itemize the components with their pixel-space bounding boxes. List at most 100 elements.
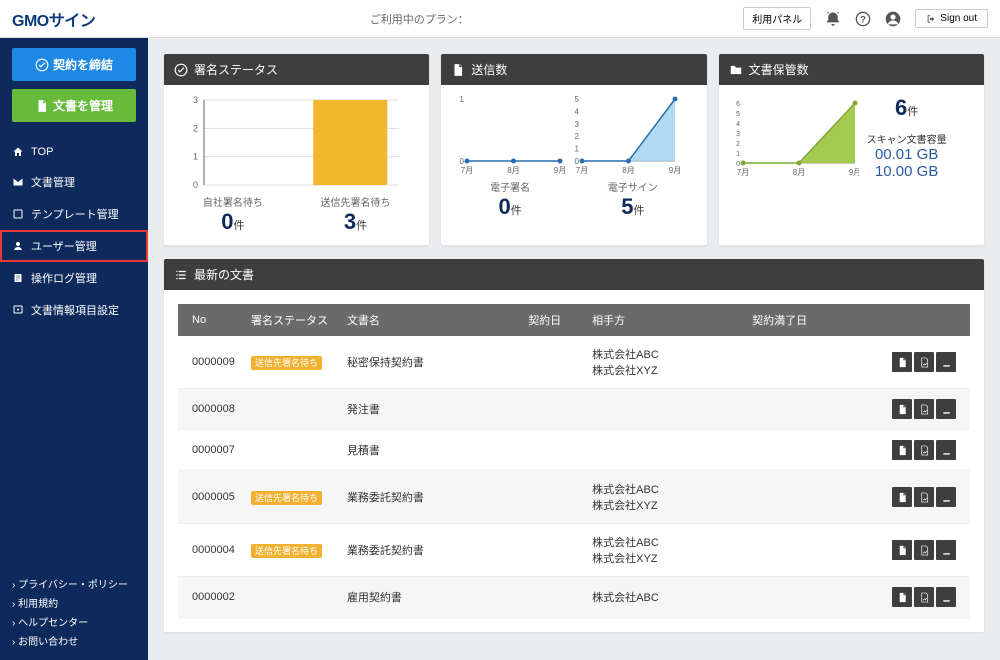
- cell-date: [522, 336, 586, 389]
- manage-docs-button[interactable]: 文書を管理: [12, 89, 136, 122]
- sidebar-item-home[interactable]: TOP: [0, 138, 148, 166]
- table-row: 0000004 送信先署名待ち 業務委託契約書 株式会社ABC株式会社XYZ: [178, 524, 970, 577]
- svg-text:0: 0: [460, 157, 465, 166]
- table-row: 0000009 送信先署名待ち 秘密保持契約書 株式会社ABC株式会社XYZ: [178, 336, 970, 389]
- footer-link[interactable]: › ヘルプセンター: [12, 612, 136, 631]
- stat-label: 自社署名待ち: [203, 194, 263, 209]
- sign-status-chart: 0123: [174, 95, 404, 190]
- sidebar-item-mail[interactable]: 文書管理: [0, 166, 148, 198]
- stat-label: 電子署名: [490, 179, 530, 194]
- cell-status: 送信先署名待ち: [245, 471, 341, 524]
- sidebar-nav: TOP 文書管理テンプレート管理ユーザー管理操作ログ管理文書情報項目設定: [0, 138, 148, 326]
- stat-num: 3: [344, 209, 356, 234]
- row-action-1[interactable]: [914, 440, 934, 460]
- store-gb1: GB: [917, 146, 939, 163]
- svg-text:3: 3: [575, 120, 580, 129]
- sidebar-item-settings[interactable]: 文書情報項目設定: [0, 294, 148, 326]
- svg-text:9月: 9月: [554, 166, 566, 175]
- svg-text:0: 0: [736, 161, 740, 168]
- stat-unit: 件: [633, 205, 644, 217]
- alarm-icon[interactable]: [825, 11, 841, 27]
- row-action-2[interactable]: [936, 440, 956, 460]
- svg-text:7月: 7月: [461, 166, 473, 175]
- row-action-2[interactable]: [936, 399, 956, 419]
- doc-icon: [451, 63, 465, 77]
- row-action-2[interactable]: [936, 352, 956, 372]
- svg-text:1: 1: [575, 145, 580, 154]
- svg-text:4: 4: [575, 107, 580, 116]
- row-action-0[interactable]: [892, 352, 912, 372]
- svg-text:9月: 9月: [669, 166, 681, 175]
- footer-link[interactable]: › お問い合わせ: [12, 631, 136, 650]
- sidebar-item-label: ユーザー管理: [31, 238, 97, 254]
- cell-date: [522, 471, 586, 524]
- row-action-0[interactable]: [892, 440, 912, 460]
- cell-party: 株式会社ABC株式会社XYZ: [586, 524, 746, 577]
- row-action-2[interactable]: [936, 587, 956, 607]
- row-action-1[interactable]: [914, 587, 934, 607]
- home-icon: [12, 146, 24, 158]
- row-action-1[interactable]: [914, 487, 934, 507]
- svg-text:5: 5: [575, 95, 580, 104]
- table-row: 0000008 発注書: [178, 389, 970, 430]
- table-header: 契約満了日: [746, 304, 874, 336]
- svg-text:2: 2: [575, 132, 580, 141]
- cell-name: 雇用契約書: [341, 577, 522, 618]
- cell-no: 0000007: [178, 430, 245, 471]
- store-chart: 65432107月8月9月: [729, 99, 859, 177]
- store-total: 10.00: [875, 163, 913, 180]
- store-title: 文書保管数: [749, 61, 809, 78]
- signout-icon: [926, 14, 936, 24]
- footer-link[interactable]: › プライバシー・ポリシー: [12, 574, 136, 593]
- status-badge: 送信先署名待ち: [251, 356, 322, 370]
- signout-button[interactable]: Sign out: [915, 9, 988, 28]
- sidebar-item-template[interactable]: テンプレート管理: [0, 198, 148, 230]
- help-icon[interactable]: ?: [855, 11, 871, 27]
- sidebar-item-log[interactable]: 操作ログ管理: [0, 262, 148, 294]
- signout-label: Sign out: [940, 13, 977, 24]
- row-action-2[interactable]: [936, 540, 956, 560]
- svg-text:8月: 8月: [623, 166, 635, 175]
- user-icon[interactable]: [885, 11, 901, 27]
- row-action-0[interactable]: [892, 399, 912, 419]
- cell-end: [746, 389, 874, 430]
- status-badge: 送信先署名待ち: [251, 544, 322, 558]
- sidebar-item-user[interactable]: ユーザー管理: [0, 230, 148, 262]
- footer-link[interactable]: › 利用規約: [12, 593, 136, 612]
- sidebar-item-label: 文書情報項目設定: [31, 302, 119, 318]
- sidebar-item-label: 文書管理: [31, 174, 75, 190]
- cell-no: 0000005: [178, 471, 245, 524]
- row-action-0[interactable]: [892, 540, 912, 560]
- table-header: 相手方: [586, 304, 746, 336]
- list-icon: [174, 268, 188, 282]
- logo-gmo: GMO: [12, 13, 49, 30]
- table-header: 署名ステータス: [245, 304, 341, 336]
- cell-status: 送信先署名待ち: [245, 336, 341, 389]
- row-action-1[interactable]: [914, 540, 934, 560]
- docs-table: No署名ステータス文書名契約日相手方契約満了日 0000009 送信先署名待ち …: [178, 304, 970, 618]
- sign-contract-button[interactable]: 契約を締結: [12, 48, 136, 81]
- row-action-1[interactable]: [914, 352, 934, 372]
- template-icon: [12, 208, 24, 220]
- cell-no: 0000004: [178, 524, 245, 577]
- row-action-1[interactable]: [914, 399, 934, 419]
- cell-actions: [874, 389, 970, 430]
- table-header: No: [178, 304, 245, 336]
- cell-name: 業務委託契約書: [341, 471, 522, 524]
- row-action-0[interactable]: [892, 587, 912, 607]
- usage-panel-button[interactable]: 利用パネル: [743, 7, 811, 30]
- cell-end: [746, 577, 874, 618]
- store-gb2: GB: [917, 163, 939, 180]
- svg-text:0: 0: [193, 180, 198, 190]
- row-action-0[interactable]: [892, 487, 912, 507]
- cell-no: 0000008: [178, 389, 245, 430]
- stat-label: 送信先署名待ち: [320, 194, 390, 209]
- row-action-2[interactable]: [936, 487, 956, 507]
- stat-num: 5: [621, 194, 633, 219]
- stat-item: 自社署名待ち0件: [203, 194, 263, 235]
- svg-text:7月: 7月: [576, 166, 588, 175]
- svg-text:4: 4: [736, 121, 740, 128]
- svg-text:9月: 9月: [848, 168, 858, 177]
- table-header: 文書名: [341, 304, 522, 336]
- svg-text:3: 3: [193, 95, 198, 105]
